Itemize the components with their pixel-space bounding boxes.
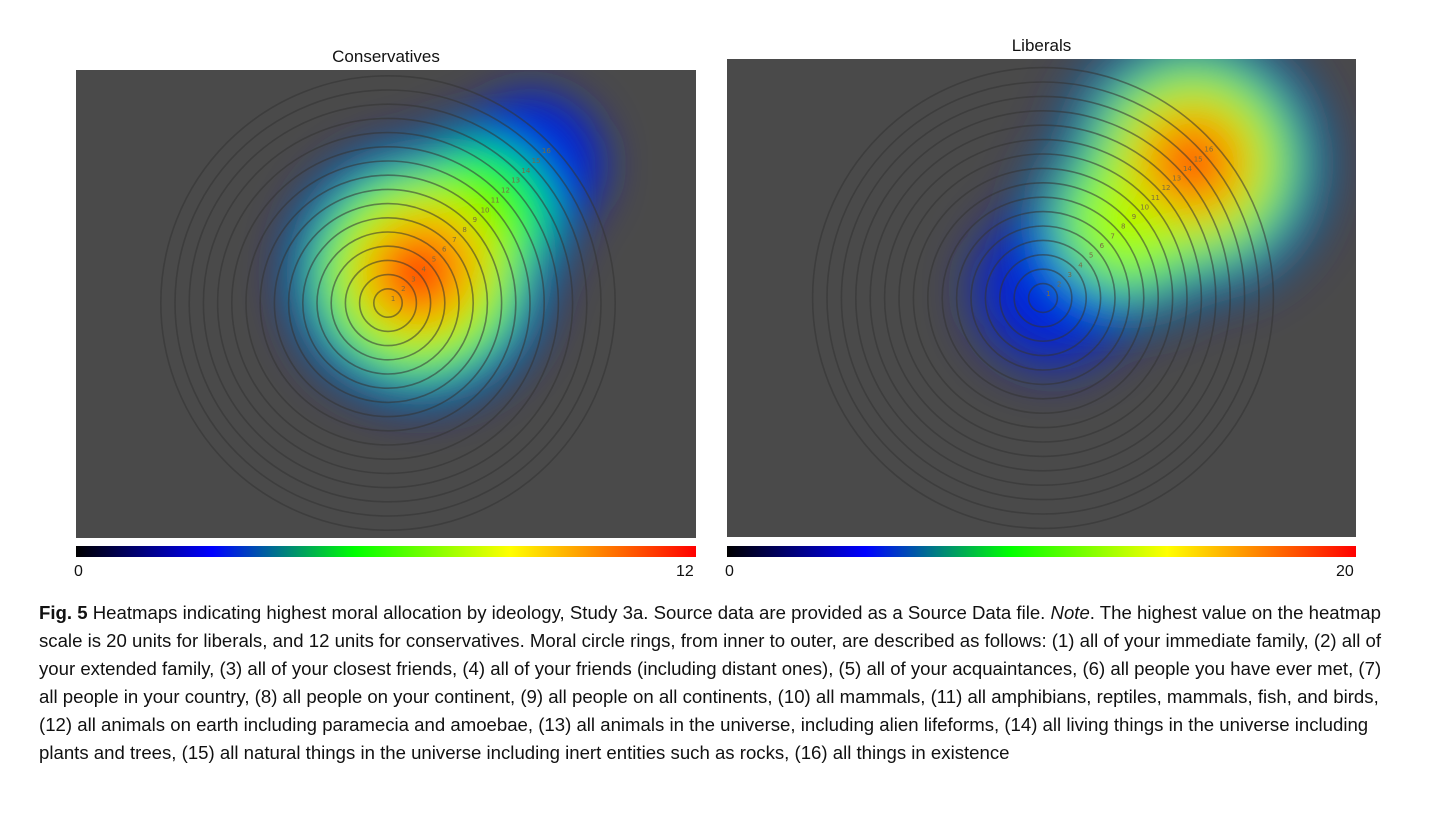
ring-label: 15	[1194, 155, 1203, 163]
ring-9	[912, 167, 1174, 429]
ring-label: 5	[432, 256, 436, 264]
ring-label: 12	[501, 187, 510, 195]
ring-6	[302, 217, 474, 389]
ring-label: 10	[481, 206, 490, 214]
caption-text: Heatmaps indicating highest moral alloca…	[87, 602, 1051, 623]
ring-7	[287, 202, 489, 404]
ring-10	[898, 153, 1188, 443]
ring-7	[941, 196, 1145, 400]
caption-note: Note	[1050, 602, 1090, 623]
ring-label: 11	[491, 196, 500, 204]
ring-4	[330, 245, 446, 361]
ring-3	[998, 254, 1087, 343]
ring-8	[273, 188, 503, 418]
ring-label: 7	[1110, 232, 1114, 240]
ring-label: 2	[1057, 281, 1061, 289]
ring-4	[984, 239, 1102, 357]
ring-label: 10	[1140, 203, 1149, 211]
ring-label: 4	[1078, 261, 1083, 269]
ring-label: 1	[1046, 290, 1050, 298]
ring-label: 6	[1100, 242, 1105, 250]
ring-10	[245, 160, 531, 446]
colorbar-max-label: 12	[676, 563, 694, 580]
ring-5	[316, 231, 460, 375]
ring-label: 9	[1132, 213, 1136, 221]
ring-label: 3	[1068, 271, 1072, 279]
ring-label: 8	[1121, 223, 1125, 231]
ring-11	[231, 146, 545, 460]
ring-label: 7	[452, 236, 456, 244]
ring-16	[811, 66, 1275, 530]
ring-label: 1	[391, 295, 395, 303]
ring-label: 11	[1151, 194, 1160, 202]
ring-label: 16	[1204, 146, 1213, 154]
ring-16	[160, 75, 616, 531]
ring-5	[970, 225, 1116, 371]
caption-text: . The highest value on the heatmap scale…	[39, 602, 1382, 763]
ring-13	[855, 110, 1231, 486]
ring-14	[840, 95, 1246, 501]
ring-3	[344, 259, 432, 347]
ring-label: 15	[532, 157, 541, 165]
chart-title: Conservatives	[332, 47, 440, 66]
ring-label: 9	[473, 216, 477, 224]
conservatives-panel: Conservatives 1 2 3 4 5 6 7 8 9 10 11 12 13 14 15 16 0 …	[0, 0, 720, 590]
ring-2	[358, 273, 418, 333]
ring-14	[188, 103, 588, 503]
ring-label: 6	[442, 246, 447, 254]
ring-9	[259, 174, 517, 432]
colorbar-max-label: 20	[1336, 563, 1354, 580]
heatmap-plot: 1 2 3 4 5 6 7 8 9 10 11 12 13 14 15 16	[727, 59, 1356, 537]
ring-label: 8	[462, 226, 466, 234]
ring-15	[174, 89, 602, 517]
figure-caption: Fig. 5 Heatmaps indicating highest moral…	[39, 599, 1404, 767]
ring-15	[826, 81, 1260, 515]
ring-1	[372, 288, 403, 319]
ring-label: 16	[542, 147, 551, 155]
ring-11	[883, 138, 1203, 458]
ring-6	[955, 210, 1131, 386]
heatmap-plot: 1 2 3 4 5 6 7 8 9 10 11 12 13 14 15 16	[76, 70, 696, 538]
colorbar-min-label: 0	[725, 563, 734, 580]
ring-12	[869, 124, 1217, 472]
ring-label: 5	[1089, 252, 1093, 260]
colorbar-min-label: 0	[74, 563, 83, 580]
ring-label: 4	[422, 265, 427, 273]
ring-label: 14	[521, 167, 530, 175]
ring-label: 13	[511, 177, 520, 185]
ring-label: 14	[1183, 165, 1192, 173]
colorbar	[727, 546, 1356, 557]
ring-label: 3	[411, 275, 415, 283]
colorbar	[76, 546, 696, 557]
ring-1	[1027, 282, 1059, 314]
chart-title: Liberals	[1011, 36, 1072, 55]
ring-label: 13	[1172, 175, 1181, 183]
ring-13	[202, 117, 574, 489]
liberals-panel: Liberals 1 2 3 4 5 6 7 8 9 10 11 12 13 14 15 16 0 20	[725, 36, 1356, 580]
ring-label: 2	[401, 285, 405, 293]
ring-8	[927, 182, 1159, 414]
figure-label: Fig. 5	[39, 602, 88, 623]
ring-label: 12	[1162, 184, 1171, 192]
ring-2	[1013, 268, 1073, 328]
ring-12	[216, 131, 560, 475]
